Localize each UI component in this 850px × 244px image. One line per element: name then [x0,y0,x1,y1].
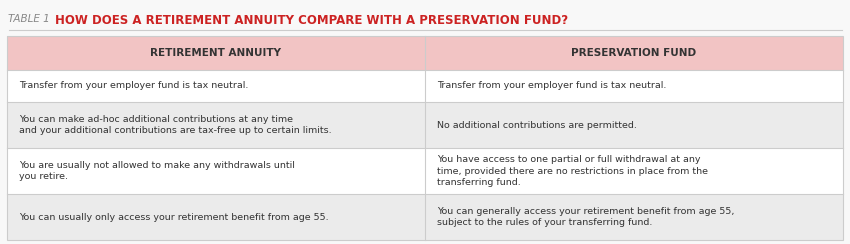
Text: TABLE 1: TABLE 1 [8,14,50,24]
Text: Transfer from your employer fund is tax neutral.: Transfer from your employer fund is tax … [19,81,248,91]
Text: You can generally access your retirement benefit from age 55,
subject to the rul: You can generally access your retirement… [437,207,734,227]
Text: You can usually only access your retirement benefit from age 55.: You can usually only access your retirem… [19,213,329,222]
Text: No additional contributions are permitted.: No additional contributions are permitte… [437,121,637,130]
Text: HOW DOES A RETIREMENT ANNUITY COMPARE WITH A PRESERVATION FUND?: HOW DOES A RETIREMENT ANNUITY COMPARE WI… [55,14,568,27]
FancyBboxPatch shape [7,194,843,240]
FancyBboxPatch shape [7,102,843,148]
FancyBboxPatch shape [7,70,843,102]
Text: You have access to one partial or full withdrawal at any
time, provided there ar: You have access to one partial or full w… [437,155,708,187]
Text: PRESERVATION FUND: PRESERVATION FUND [571,48,696,58]
FancyBboxPatch shape [7,36,843,70]
Text: You can make ad-hoc additional contributions at any time
and your additional con: You can make ad-hoc additional contribut… [19,115,332,135]
Text: RETIREMENT ANNUITY: RETIREMENT ANNUITY [150,48,281,58]
Text: Transfer from your employer fund is tax neutral.: Transfer from your employer fund is tax … [437,81,666,91]
FancyBboxPatch shape [7,148,843,194]
Text: You are usually not allowed to make any withdrawals until
you retire.: You are usually not allowed to make any … [19,161,295,181]
